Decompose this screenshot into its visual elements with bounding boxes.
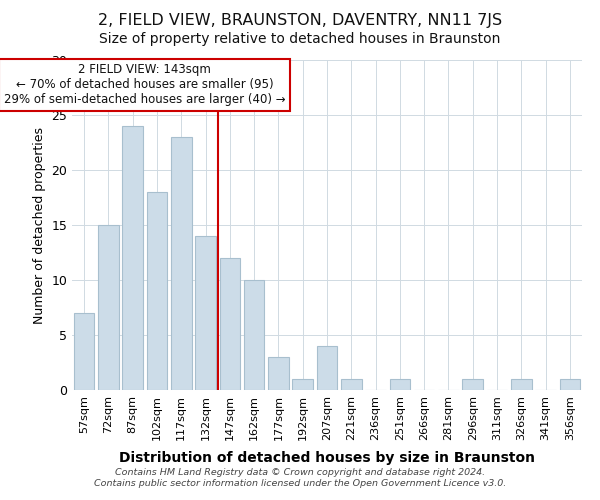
Text: 2 FIELD VIEW: 143sqm
← 70% of detached houses are smaller (95)
29% of semi-detac: 2 FIELD VIEW: 143sqm ← 70% of detached h… (4, 64, 286, 106)
Bar (98, 225, 119, 390)
Bar (463, 379, 483, 390)
Bar (171, 137, 191, 390)
Y-axis label: Number of detached properties: Number of detached properties (33, 126, 46, 324)
Bar (317, 346, 337, 390)
Text: Size of property relative to detached houses in Braunston: Size of property relative to detached ho… (100, 32, 500, 46)
Bar (220, 258, 240, 390)
Bar (268, 357, 289, 390)
Bar (292, 379, 313, 390)
Bar (146, 192, 167, 390)
Bar (244, 280, 265, 390)
Text: Contains HM Land Registry data © Crown copyright and database right 2024.
Contai: Contains HM Land Registry data © Crown c… (94, 468, 506, 487)
Bar (511, 379, 532, 390)
Bar (341, 379, 362, 390)
Bar (195, 236, 216, 390)
Text: 2, FIELD VIEW, BRAUNSTON, DAVENTRY, NN11 7JS: 2, FIELD VIEW, BRAUNSTON, DAVENTRY, NN11… (98, 12, 502, 28)
X-axis label: Distribution of detached houses by size in Braunston: Distribution of detached houses by size … (119, 451, 535, 465)
Bar (389, 379, 410, 390)
Bar (122, 126, 143, 390)
Bar (560, 379, 580, 390)
Bar (74, 313, 94, 390)
